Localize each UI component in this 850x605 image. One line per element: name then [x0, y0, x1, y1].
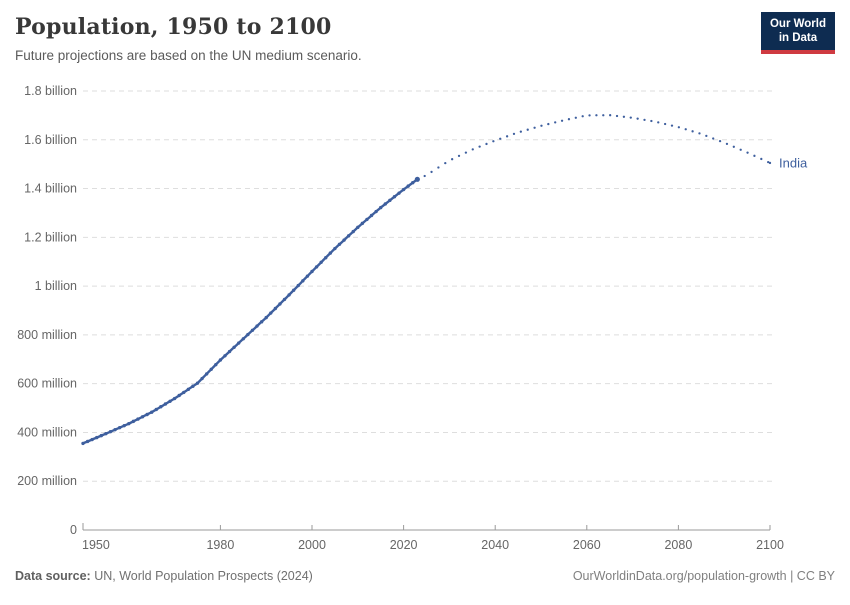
owid-logo-line1: Our World	[769, 18, 826, 30]
x-axis	[82, 523, 771, 531]
svg-text:2000: 2000	[298, 538, 326, 552]
license-link[interactable]: OurWorldinData.org/population-growth | C…	[572, 569, 835, 583]
entity-label-india[interactable]: India	[779, 155, 808, 170]
page-title: Population, 1950 to 2100	[15, 14, 332, 40]
owid-logo[interactable]: Our World in Data	[760, 12, 835, 54]
svg-text:800 million: 800 million	[17, 328, 77, 342]
series-india-projection[interactable]	[423, 114, 772, 178]
svg-text:600 million: 600 million	[17, 377, 77, 391]
data-source-value: UN, World Population Prospects (2024)	[90, 569, 313, 583]
svg-text:2020: 2020	[390, 538, 418, 552]
data-source: Data source: UN, World Population Prospe…	[15, 569, 313, 583]
svg-text:2060: 2060	[573, 538, 601, 552]
svg-text:0: 0	[70, 523, 77, 537]
y-gridlines	[83, 90, 772, 482]
svg-text:200 million: 200 million	[17, 474, 77, 488]
svg-text:1.6 billion: 1.6 billion	[24, 133, 77, 147]
svg-text:2100: 2100	[756, 538, 784, 552]
series-india-historical[interactable]	[81, 176, 420, 446]
chart-subtitle: Future projections are based on the UN m…	[15, 48, 362, 63]
chart-footer: Data source: UN, World Population Prospe…	[15, 569, 835, 583]
svg-text:1.4 billion: 1.4 billion	[24, 182, 77, 196]
svg-text:1.2 billion: 1.2 billion	[24, 230, 77, 244]
latest-estimate-point	[414, 176, 420, 182]
svg-text:1950: 1950	[82, 538, 110, 552]
data-source-label: Data source:	[15, 569, 91, 583]
svg-text:400 million: 400 million	[17, 425, 77, 439]
svg-text:1980: 1980	[206, 538, 234, 552]
svg-text:1 billion: 1 billion	[35, 279, 77, 293]
svg-text:1.8 billion: 1.8 billion	[24, 84, 77, 98]
svg-text:2040: 2040	[481, 538, 509, 552]
chart-header: Population, 1950 to 2100 Future projecti…	[15, 12, 835, 63]
owid-logo-line2: in Data	[778, 31, 818, 44]
x-axis-labels: 1950 1980 2000 2020 2040 2060 2080 2100	[82, 538, 784, 552]
y-axis-labels: 0 200 million 400 million 600 million 800 mi…	[17, 84, 77, 537]
svg-text:2080: 2080	[664, 538, 692, 552]
